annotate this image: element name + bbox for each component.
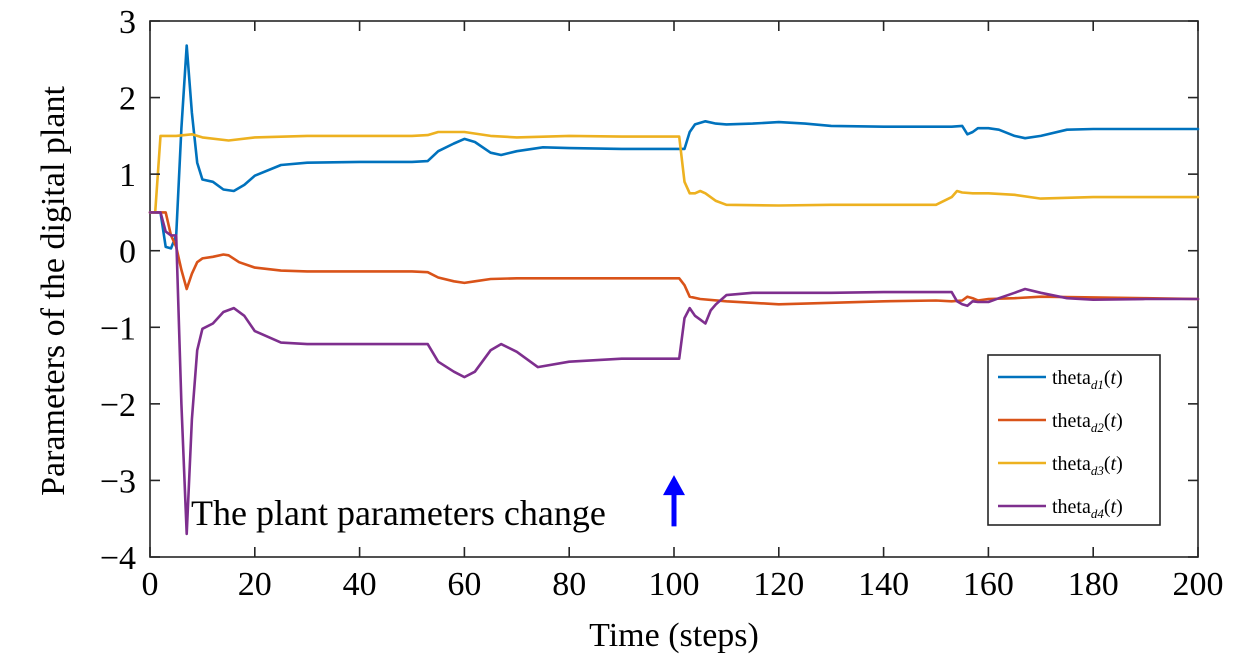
x-tick-label: 120 bbox=[753, 566, 804, 603]
y-tick-label: 1 bbox=[119, 157, 136, 194]
x-tick-label: 100 bbox=[649, 566, 700, 603]
y-tick-label: 3 bbox=[119, 4, 136, 41]
legend-label: thetad4(t) bbox=[1052, 496, 1123, 521]
series-layer bbox=[148, 44, 1200, 536]
x-tick-label: 60 bbox=[447, 566, 481, 603]
annotation-text: The plant parameters change bbox=[191, 493, 606, 533]
legend-label: thetad1(t) bbox=[1052, 367, 1123, 392]
y-tick-label: 0 bbox=[119, 234, 136, 271]
y-tick-label: 2 bbox=[119, 81, 136, 118]
annotation-layer: The plant parameters change bbox=[191, 475, 685, 533]
x-tick-label: 40 bbox=[343, 566, 377, 603]
legend: thetad1(t) thetad2(t) thetad3(t) thetad4(t) bbox=[987, 354, 1161, 526]
ticks-layer: 0 20 40 60 80 100 120 140 160 180 200 3 2 1 0 −1 −2 −3 −4 bbox=[100, 4, 1224, 603]
series-line-2 bbox=[148, 211, 1200, 306]
y-tick-label: −2 bbox=[100, 387, 136, 424]
legend-box bbox=[987, 354, 1161, 526]
x-tick-label: 160 bbox=[963, 566, 1014, 603]
annotation-arrow-head bbox=[663, 475, 685, 496]
y-tick-label: −1 bbox=[100, 310, 136, 347]
legend-label: thetad2(t) bbox=[1052, 410, 1123, 435]
x-tick-label: 80 bbox=[552, 566, 586, 603]
series-line-4 bbox=[148, 211, 1200, 536]
y-tick-label: −3 bbox=[100, 463, 136, 500]
x-tick-label: 200 bbox=[1173, 566, 1224, 603]
x-tick-label: 0 bbox=[142, 566, 159, 603]
x-tick-label: 20 bbox=[238, 566, 272, 603]
x-tick-label: 140 bbox=[858, 566, 909, 603]
x-tick-label: 180 bbox=[1068, 566, 1119, 603]
legend-label: thetad3(t) bbox=[1052, 453, 1123, 478]
x-axis-title: Time (steps) bbox=[589, 617, 759, 654]
y-tick-label: −4 bbox=[100, 540, 136, 577]
series-line-3 bbox=[148, 130, 1200, 214]
series-line-1 bbox=[148, 44, 1200, 250]
y-axis-title: Parameters of the digital plant bbox=[35, 86, 72, 496]
